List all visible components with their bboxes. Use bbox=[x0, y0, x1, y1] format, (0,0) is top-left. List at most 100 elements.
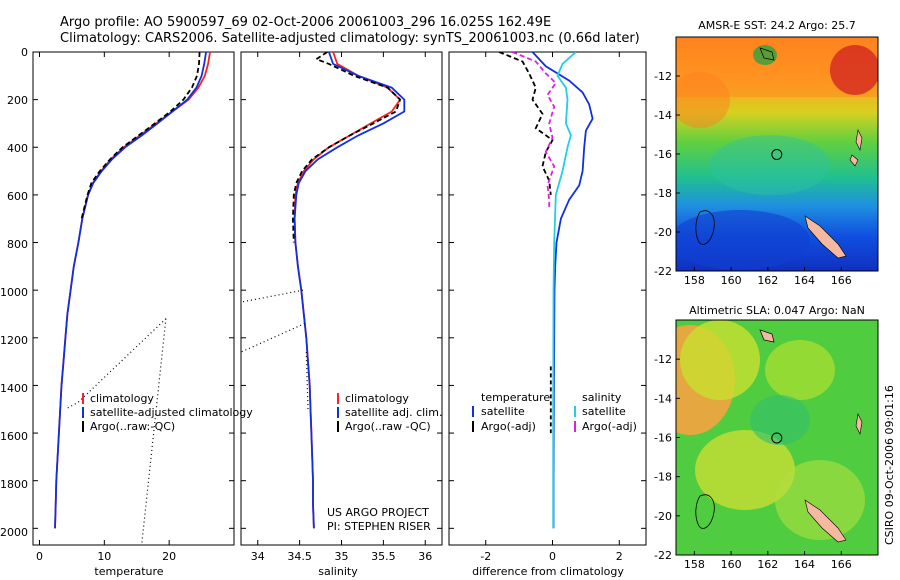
series-line-temperature-satellite bbox=[531, 52, 594, 529]
temperature-xlabel: temperature bbox=[94, 565, 163, 578]
series-line-argo-raw-dotted-2 bbox=[241, 322, 305, 353]
sla-yellow-3 bbox=[695, 430, 795, 510]
legend-label: climatology bbox=[90, 392, 154, 405]
x-tick-label: 2 bbox=[616, 550, 623, 563]
x-tick-label: 34 bbox=[251, 550, 265, 563]
map-x-tick-label: 164 bbox=[794, 274, 815, 287]
new-caledonia-shape bbox=[804, 215, 847, 259]
legend-label: satellite bbox=[481, 405, 525, 418]
map-x-tick-label: 158 bbox=[684, 274, 705, 287]
sla-map-image bbox=[676, 320, 878, 555]
sla-map-title: Altimetric SLA: 0.047 Argo: NaN bbox=[689, 304, 865, 317]
map-x-tick-label: 164 bbox=[794, 558, 815, 571]
argo-position-marker bbox=[771, 432, 783, 444]
legend-heading-salinity: salinity bbox=[582, 391, 622, 404]
legend-label: satellite-adjusted climatology bbox=[90, 406, 253, 419]
series-line-argo-raw-qc- bbox=[80, 52, 201, 219]
x-tick-label: -2 bbox=[480, 550, 491, 563]
legend-label: Argo(-adj) bbox=[481, 420, 536, 433]
sla-yellow-4 bbox=[775, 460, 865, 540]
map-y-tick-label: -18 bbox=[654, 187, 672, 200]
tick-layer: 0 10 20 34 34.5 35 35.5 36 -2 0 2 bbox=[33, 51, 646, 563]
x-tick-label: 10 bbox=[97, 550, 111, 563]
sst-cold-patch bbox=[676, 210, 810, 270]
series-line-satellite-adjusted-climatology bbox=[54, 52, 207, 529]
salinity-xlabel: salinity bbox=[318, 565, 358, 578]
sla-yellow-2 bbox=[765, 340, 835, 400]
series-line-salinity-satellite bbox=[552, 52, 577, 529]
depth-tick: 1600 bbox=[0, 430, 28, 443]
depth-tick: 1200 bbox=[0, 334, 28, 347]
legend-label: Argo(-adj) bbox=[582, 420, 637, 433]
map-y-tick-label: -22 bbox=[654, 265, 672, 278]
series-line-satellite-adj-clim- bbox=[293, 52, 406, 529]
header-line-1: Argo profile: AO 5900597_69 02-Oct-2006 … bbox=[60, 15, 551, 30]
depth-tick: 600 bbox=[7, 190, 28, 203]
depth-tick: 1000 bbox=[0, 286, 28, 299]
depth-tick: 1400 bbox=[0, 382, 28, 395]
salinity-legend: climatology satellite adj. clim. Argo(..… bbox=[337, 392, 442, 433]
sla-yellow-1 bbox=[680, 320, 760, 400]
difference-xlabel: difference from climatology bbox=[472, 565, 624, 578]
series-line-climatology bbox=[54, 52, 211, 529]
map-y-tick-label: -14 bbox=[654, 109, 672, 122]
legend-label: climatology bbox=[345, 392, 409, 405]
x-tick-label: 35 bbox=[335, 550, 349, 563]
map-ticks: 158 160 162 164 166 -12 -14 -16 -18 -20 -22 158 160 1… bbox=[654, 70, 852, 571]
map-x-tick-label: 166 bbox=[831, 274, 852, 287]
vanuatu-shape bbox=[855, 413, 863, 435]
map-x-tick-label: 162 bbox=[757, 274, 778, 287]
series-line-argo-raw-dotted bbox=[241, 289, 304, 303]
x-tick-label: 0 bbox=[549, 550, 556, 563]
depth-tick: 1800 bbox=[0, 478, 28, 491]
map-y-tick-label: -16 bbox=[654, 148, 672, 161]
reef-outline bbox=[695, 210, 715, 245]
difference-legend: temperature satellite Argo(-adj) salinit… bbox=[472, 391, 637, 433]
temperature-panel-frame bbox=[32, 51, 235, 546]
series-line-temperature-argo-adj- bbox=[498, 52, 554, 196]
temperature-legend: climatology satellite-adjusted climatolo… bbox=[82, 392, 253, 433]
salinity-panel-frame bbox=[240, 51, 443, 546]
legend-label: Argo(..raw:-QC) bbox=[90, 420, 175, 433]
sst-warm-spot bbox=[676, 72, 730, 128]
x-tick-label: 20 bbox=[162, 550, 176, 563]
map-y-tick-label: -20 bbox=[654, 510, 672, 523]
map-x-tick-label: 160 bbox=[721, 274, 742, 287]
sst-hot-spot bbox=[830, 45, 878, 95]
temperature-series bbox=[54, 52, 211, 543]
project-line-1: US ARGO PROJECT bbox=[327, 506, 429, 519]
vanuatu-shape bbox=[855, 129, 863, 151]
reef-outline bbox=[695, 494, 715, 529]
sst-land-mask bbox=[753, 45, 777, 65]
legend-label: Argo(..raw -QC) bbox=[345, 420, 431, 433]
x-tick-label: 0 bbox=[36, 550, 43, 563]
map-y-tick-label: -12 bbox=[654, 70, 672, 83]
series-line-salinity-argo-adj- bbox=[512, 52, 557, 210]
legend-label: satellite adj. clim. bbox=[345, 406, 442, 419]
map-x-tick-label: 162 bbox=[757, 558, 778, 571]
depth-tick: 0 bbox=[21, 46, 28, 59]
difference-series bbox=[498, 52, 594, 529]
x-tick-label: 35.5 bbox=[371, 550, 396, 563]
depth-axis: 0 200 400 600 800 1000 1200 1400 1600 18… bbox=[0, 46, 28, 539]
map-y-tick-label: -22 bbox=[654, 549, 672, 562]
map-y-tick-label: -18 bbox=[654, 471, 672, 484]
project-line-2: PI: STEPHEN RISER bbox=[327, 520, 431, 533]
sst-map-image bbox=[676, 37, 878, 271]
island-shape bbox=[759, 329, 775, 343]
csiro-stamp: CSIRO 09-Oct-2006 09:01:16 bbox=[883, 385, 896, 545]
difference-panel-frame bbox=[448, 51, 647, 546]
map-y-tick-label: -16 bbox=[654, 432, 672, 445]
depth-tick: 200 bbox=[7, 94, 28, 107]
salinity-series bbox=[241, 52, 406, 529]
map-y-tick-label: -12 bbox=[654, 353, 672, 366]
depth-tick: 2000 bbox=[0, 526, 28, 539]
sla-green-low bbox=[750, 395, 810, 445]
map-x-tick-label: 166 bbox=[831, 558, 852, 571]
series-line-argo-raw-dotted bbox=[65, 318, 167, 410]
legend-label: satellite bbox=[582, 405, 626, 418]
map-y-tick-label: -14 bbox=[654, 392, 672, 405]
series-line-argo-raw-dotted-3 bbox=[305, 352, 309, 410]
sst-teal-patch bbox=[710, 135, 830, 195]
new-caledonia-shape bbox=[804, 499, 847, 543]
